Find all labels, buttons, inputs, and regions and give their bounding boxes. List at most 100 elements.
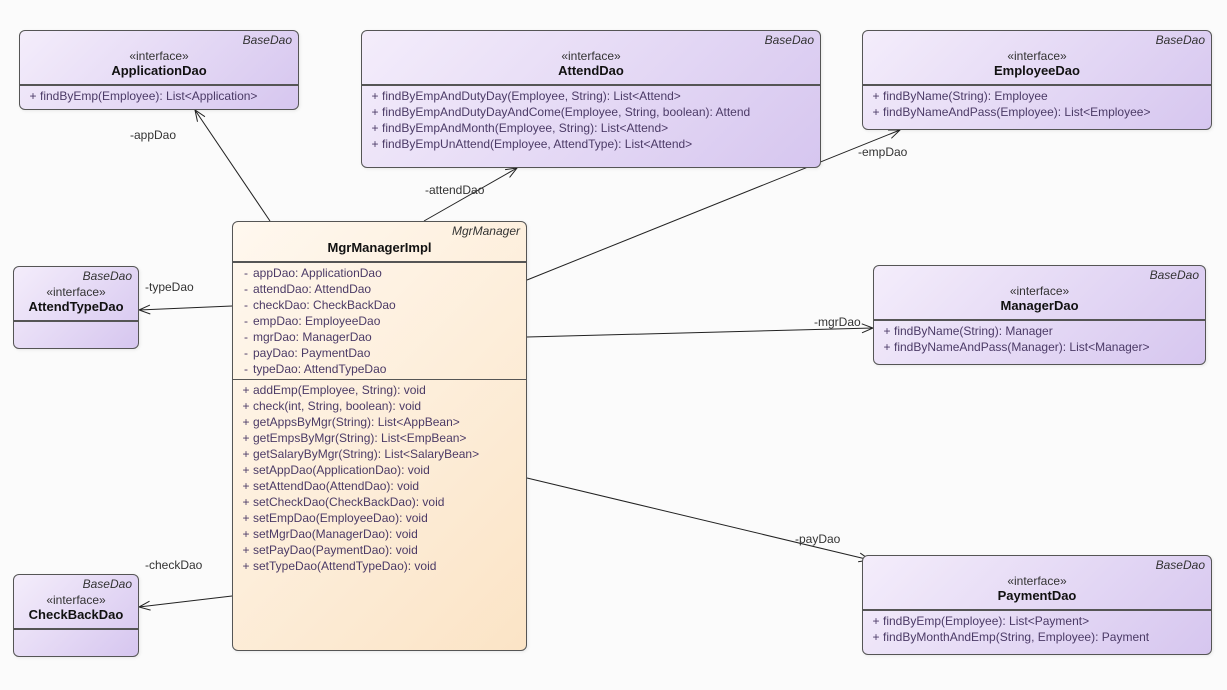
attributes-section: -appDao: ApplicationDao-attendDao: Atten…: [233, 262, 526, 379]
visibility: +: [239, 431, 253, 445]
class-applicationDao[interactable]: BaseDao«interface»ApplicationDao+findByE…: [19, 30, 299, 110]
method-sig: getAppsByMgr(String): List<AppBean>: [253, 415, 460, 429]
class-name: MgrManagerImpl: [239, 240, 520, 255]
class-name: EmployeeDao: [869, 63, 1205, 78]
method-sig: setEmpDao(EmployeeDao): void: [253, 511, 428, 525]
method-row: +findByEmp(Employee): List<Application>: [20, 88, 298, 104]
method-row: +findByEmpAndMonth(Employee, String): Li…: [362, 120, 820, 136]
visibility: +: [869, 614, 883, 628]
methods-section: [14, 629, 138, 647]
stereotype: «interface»: [20, 285, 132, 299]
attribute-sig: typeDao: AttendTypeDao: [253, 362, 386, 376]
visibility: +: [239, 383, 253, 397]
arrowhead-typeDao: [139, 305, 150, 314]
method-row: +setCheckDao(CheckBackDao): void: [233, 494, 526, 510]
method-row: +setMgrDao(ManagerDao): void: [233, 526, 526, 542]
class-employeeDao[interactable]: BaseDao«interface»EmployeeDao+findByName…: [862, 30, 1212, 130]
attribute-sig: checkDao: CheckBackDao: [253, 298, 396, 312]
visibility: +: [869, 89, 883, 103]
visibility: +: [239, 527, 253, 541]
methods-section: +findByEmp(Employee): List<Payment>+find…: [863, 610, 1211, 647]
attribute-row: -checkDao: CheckBackDao: [233, 297, 526, 313]
method-sig: findByEmpAndDutyDayAndCome(Employee, Str…: [382, 105, 750, 119]
visibility: +: [368, 121, 382, 135]
realizes-label: BaseDao: [83, 269, 132, 283]
arrowhead-empDao: [888, 130, 900, 138]
visibility: +: [239, 463, 253, 477]
visibility: +: [880, 324, 894, 338]
method-sig: findByEmpUnAttend(Employee, AttendType):…: [382, 137, 692, 151]
class-managerDao[interactable]: BaseDao«interface»ManagerDao+findByName(…: [873, 265, 1206, 365]
method-row: +findByEmpAndDutyDay(Employee, String): …: [362, 88, 820, 104]
visibility: +: [239, 543, 253, 557]
method-sig: check(int, String, boolean): void: [253, 399, 421, 413]
methods-section: +findByName(String): Employee+findByName…: [863, 85, 1211, 122]
methods-section: [14, 321, 138, 339]
visibility: +: [368, 89, 382, 103]
class-name: CheckBackDao: [20, 607, 132, 622]
realizes-label: BaseDao: [243, 33, 292, 47]
class-checkBackDao[interactable]: BaseDao«interface»CheckBackDao: [13, 574, 139, 657]
visibility: -: [239, 314, 253, 328]
method-row: +setPayDao(PaymentDao): void: [233, 542, 526, 558]
arrowhead-appDao: [195, 110, 205, 122]
attribute-row: -payDao: PaymentDao: [233, 345, 526, 361]
stereotype: «interface»: [869, 574, 1205, 588]
method-row: +findByName(String): Manager: [874, 323, 1205, 339]
attribute-sig: payDao: PaymentDao: [253, 346, 370, 360]
attribute-sig: attendDao: AttendDao: [253, 282, 371, 296]
method-sig: setCheckDao(CheckBackDao): void: [253, 495, 444, 509]
visibility: +: [368, 137, 382, 151]
method-sig: setTypeDao(AttendTypeDao): void: [253, 559, 436, 573]
method-sig: findByEmpAndDutyDay(Employee, String): L…: [382, 89, 681, 103]
attribute-sig: mgrDao: ManagerDao: [253, 330, 372, 344]
method-sig: getSalaryByMgr(String): List<SalaryBean>: [253, 447, 479, 461]
realizes-label: MgrManager: [452, 224, 520, 238]
assoc-line-checkDao: [139, 596, 232, 607]
method-row: +findByName(String): Employee: [863, 88, 1211, 104]
visibility: -: [239, 298, 253, 312]
visibility: +: [239, 479, 253, 493]
method-sig: findByMonthAndEmp(String, Employee): Pay…: [883, 630, 1149, 644]
visibility: +: [869, 105, 883, 119]
method-row: +findByEmp(Employee): List<Payment>: [863, 613, 1211, 629]
uml-canvas: BaseDao«interface»ApplicationDao+findByE…: [0, 0, 1227, 690]
method-row: +findByNameAndPass(Employee): List<Emplo…: [863, 104, 1211, 120]
class-attendDao[interactable]: BaseDao«interface»AttendDao+findByEmpAnd…: [361, 30, 821, 168]
methods-section: +addEmp(Employee, String): void+check(in…: [233, 379, 526, 576]
assoc-label-empDao: -empDao: [858, 145, 907, 159]
stereotype: «interface»: [20, 593, 132, 607]
visibility: +: [239, 415, 253, 429]
stereotype: «interface»: [869, 49, 1205, 63]
class-mgrManagerImpl[interactable]: MgrManager MgrManagerImpl - appDao: Applica…: [232, 221, 527, 651]
class-name: PaymentDao: [869, 588, 1205, 603]
attribute-sig: empDao: EmployeeDao: [253, 314, 380, 328]
class-attendTypeDao[interactable]: BaseDao«interface»AttendTypeDao: [13, 266, 139, 349]
arrowhead-mgrDao: [862, 324, 873, 333]
method-row: +addEmp(Employee, String): void: [233, 382, 526, 398]
method-sig: setAppDao(ApplicationDao): void: [253, 463, 430, 477]
method-sig: findByEmpAndMonth(Employee, String): Lis…: [382, 121, 668, 135]
visibility: -: [239, 362, 253, 376]
method-sig: setAttendDao(AttendDao): void: [253, 479, 419, 493]
methods-section: +findByName(String): Manager+findByNameA…: [874, 320, 1205, 357]
class-paymentDao[interactable]: BaseDao «interface»PaymentDao +findByEmp(E…: [862, 555, 1212, 655]
arrowhead-attendDao: [505, 168, 517, 177]
visibility: +: [880, 340, 894, 354]
stereotype: «interface»: [368, 49, 814, 63]
realizes-label: BaseDao: [1156, 558, 1205, 572]
stereotype: «interface»: [880, 284, 1199, 298]
attribute-row: -typeDao: AttendTypeDao: [233, 361, 526, 377]
assoc-label-payDao: -payDao: [795, 532, 840, 546]
visibility: -: [239, 330, 253, 344]
assoc-line-typeDao: [139, 306, 232, 310]
realizes-label: BaseDao: [1150, 268, 1199, 282]
visibility: +: [239, 559, 253, 573]
attribute-sig: appDao: ApplicationDao: [253, 266, 382, 280]
visibility: +: [368, 105, 382, 119]
assoc-label-checkDao: -checkDao: [145, 558, 202, 572]
visibility: +: [239, 495, 253, 509]
assoc-label-mgrDao: -mgrDao: [814, 315, 861, 329]
method-row: +getEmpsByMgr(String): List<EmpBean>: [233, 430, 526, 446]
methods-section: +findByEmpAndDutyDay(Employee, String): …: [362, 85, 820, 154]
